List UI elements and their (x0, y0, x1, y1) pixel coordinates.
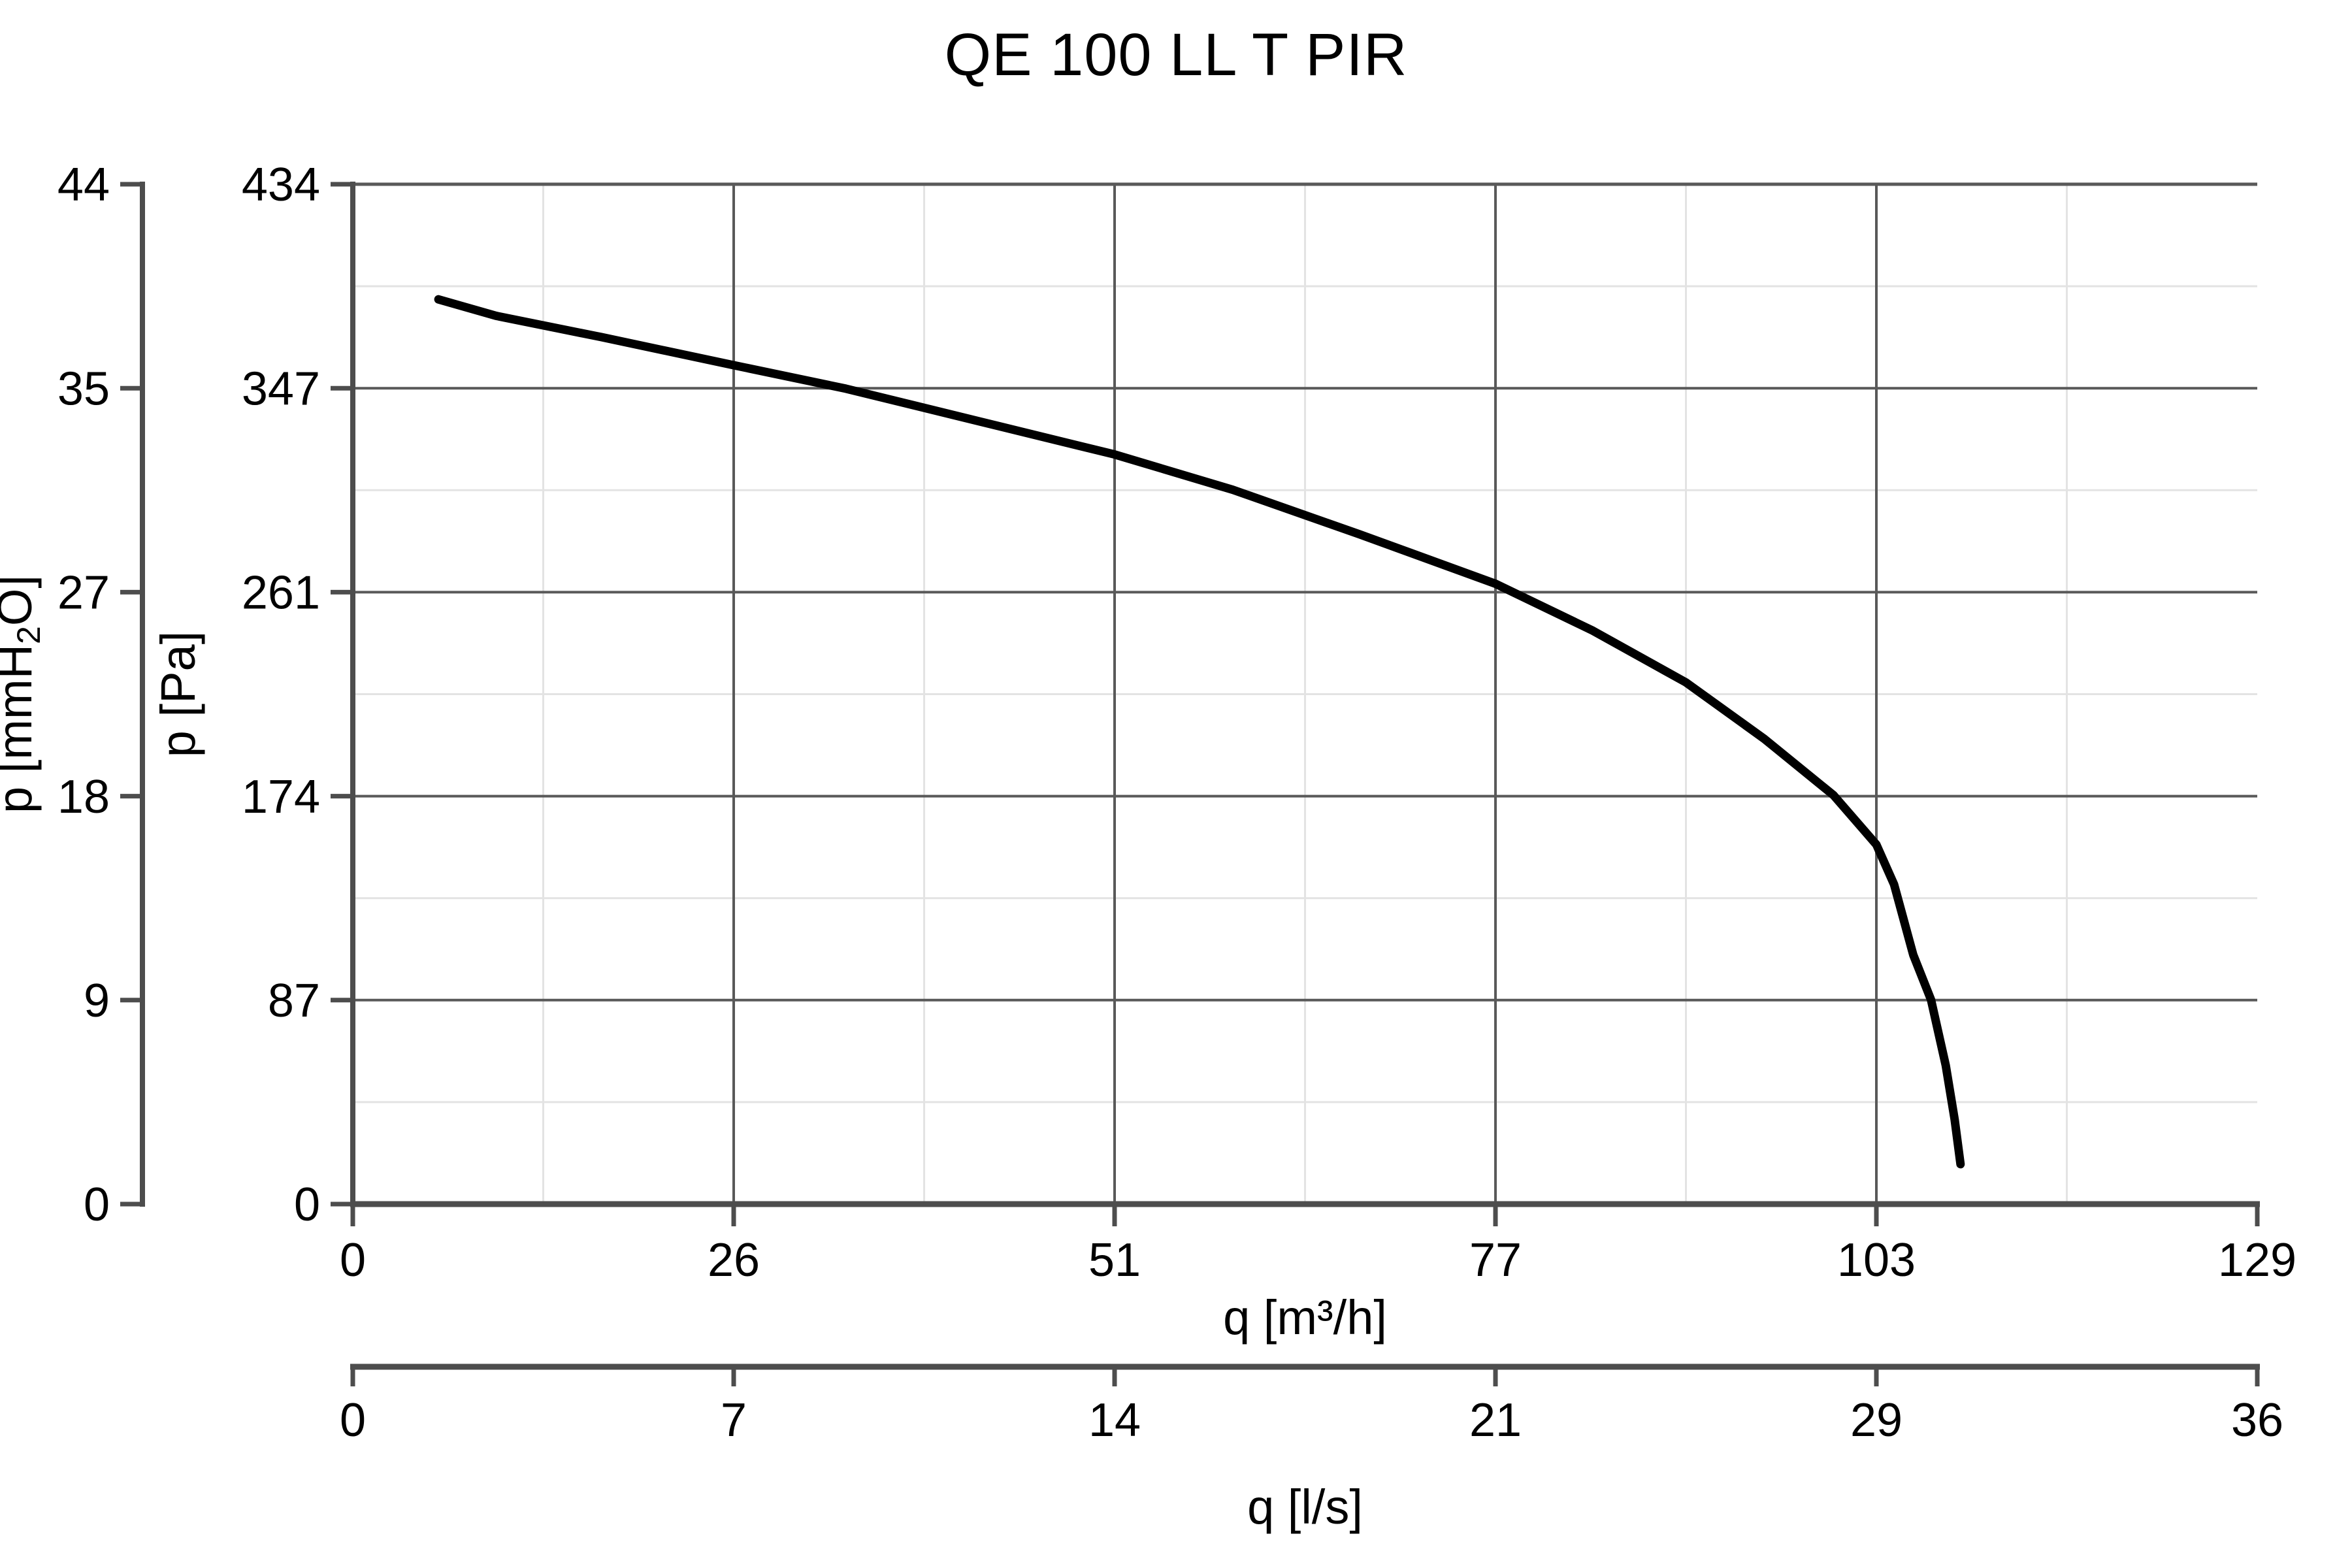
fan-curve (434, 295, 1965, 1169)
y-axis-mmh2o-tick-label: 18 (57, 771, 110, 823)
y-axis-pa-title: p [Pa] (151, 631, 205, 757)
y-axis-pa-tick-label: 261 (242, 567, 320, 619)
x-axis-m3h-tick-label: 129 (2218, 1234, 2296, 1286)
x-axis-m3h-tick-label: 77 (1469, 1234, 1522, 1286)
x-axis-ls-tick-label: 36 (2231, 1394, 2283, 1446)
x-axis-ls-tick-label: 21 (1469, 1394, 1522, 1446)
y-axis-mmh2o-tick-label: 27 (57, 567, 110, 619)
minor-gridlines (353, 184, 2257, 1204)
y-axis-pa-tick-label: 347 (242, 363, 320, 415)
x-axis-m3h-title: q [m³/h] (1223, 1290, 1387, 1345)
x-axis-ls-tick-label: 0 (340, 1394, 366, 1446)
x-axis-m3h: 0 26 51 77 103 129 q [m³/h] (340, 1201, 2296, 1345)
x-axis-ls-tick-label: 29 (1850, 1394, 1903, 1446)
y-axis-mmh2o-title: p [mmH2O] (0, 575, 47, 813)
y-axis-pa-tick-label: 0 (294, 1179, 320, 1231)
x-axis-m3h-tick-label: 0 (340, 1234, 366, 1286)
y-axis-mmh2o-tick-label: 0 (84, 1179, 110, 1231)
y-axis-mmh2o: 44 35 27 18 9 0 p [mmH2O] (0, 159, 145, 1231)
y-axis-mmh2o-tick-label: 9 (84, 975, 110, 1027)
x-axis-ls-title: q [l/s] (1247, 1480, 1363, 1534)
x-axis-ls-tick-label: 7 (721, 1394, 747, 1446)
y-axis-pa-tick-label: 87 (268, 975, 320, 1027)
y-axis-mmh2o-tick-label: 44 (57, 159, 110, 211)
x-axis-m3h-tick-label: 103 (1837, 1234, 1916, 1286)
chart-title: QE 100 LL T PIR (944, 22, 1408, 88)
y-axis-pa-tick-label: 174 (242, 771, 320, 823)
x-axis-m3h-tick-label: 26 (708, 1234, 760, 1286)
x-axis-ls: 0 7 14 21 29 36 q [l/s] (340, 1364, 2283, 1534)
y-axis-mmh2o-tick-label: 35 (57, 363, 110, 415)
x-axis-m3h-tick-label: 51 (1088, 1234, 1141, 1286)
major-gridlines (353, 182, 2257, 1204)
x-axis-ls-tick-label: 14 (1088, 1394, 1141, 1446)
y-axis-pa: 434 347 261 174 87 0 p [Pa] (151, 159, 355, 1231)
y-axis-pa-tick-label: 434 (242, 159, 320, 211)
